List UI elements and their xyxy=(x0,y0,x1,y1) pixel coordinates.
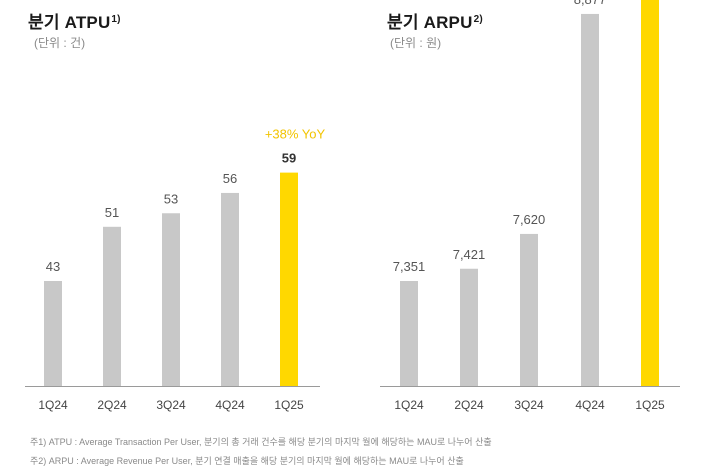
arpu-bar-1q25 xyxy=(641,0,659,386)
arpu-value-label-4q24: 8,877 xyxy=(574,0,607,7)
atpu-bar-2q24 xyxy=(103,226,121,386)
arpu-value-label-3q24: 7,620 xyxy=(513,212,546,227)
atpu-bar-3q24 xyxy=(162,213,180,386)
arpu-value-label-2q24: 7,421 xyxy=(453,247,486,262)
arpu-bar-1q24 xyxy=(400,281,418,386)
atpu-chart-title: 분기 ATPU1) xyxy=(28,13,121,32)
arpu-tick-1q25: 1Q25 xyxy=(635,398,665,412)
arpu-unit-label: (단위 : 원) xyxy=(390,36,442,50)
atpu-value-label-1q24: 43 xyxy=(46,259,60,274)
arpu-tick-2q24: 2Q24 xyxy=(454,398,484,412)
atpu-value-label-3q24: 53 xyxy=(164,191,178,206)
atpu-tick-4q24: 4Q24 xyxy=(215,398,245,412)
atpu-value-label-1q25: 59 xyxy=(282,151,296,166)
footnote-arpu: 주2) ARPU : Average Revenue Per User, 분기 … xyxy=(30,456,464,466)
arpu-bar-2q24 xyxy=(460,268,478,386)
footnote-atpu: 주1) ATPU : Average Transaction Per User,… xyxy=(30,437,492,447)
arpu-value-label-1q24: 7,351 xyxy=(393,259,426,274)
atpu-tick-2q24: 2Q24 xyxy=(97,398,127,412)
atpu-bar-1q25 xyxy=(280,172,298,386)
arpu-tick-4q24: 4Q24 xyxy=(575,398,605,412)
atpu-bar-1q24 xyxy=(44,281,62,386)
atpu-tick-1q24: 1Q24 xyxy=(38,398,68,412)
arpu-tick-3q24: 3Q24 xyxy=(514,398,544,412)
arpu-bar-3q24 xyxy=(520,233,538,386)
atpu-tick-1q25: 1Q25 xyxy=(274,398,304,412)
atpu-value-label-4q24: 56 xyxy=(223,171,237,186)
atpu-bar-4q24 xyxy=(221,192,239,386)
arpu-bar-4q24 xyxy=(581,13,599,386)
arpu-tick-1q24: 1Q24 xyxy=(394,398,424,412)
atpu-tick-3q24: 3Q24 xyxy=(156,398,186,412)
atpu-unit-label: (단위 : 건) xyxy=(34,36,86,50)
atpu-value-label-2q24: 51 xyxy=(105,205,119,220)
atpu-growth-label: +38% YoY xyxy=(265,127,326,142)
arpu-chart-title: 분기 ARPU2) xyxy=(387,13,483,32)
